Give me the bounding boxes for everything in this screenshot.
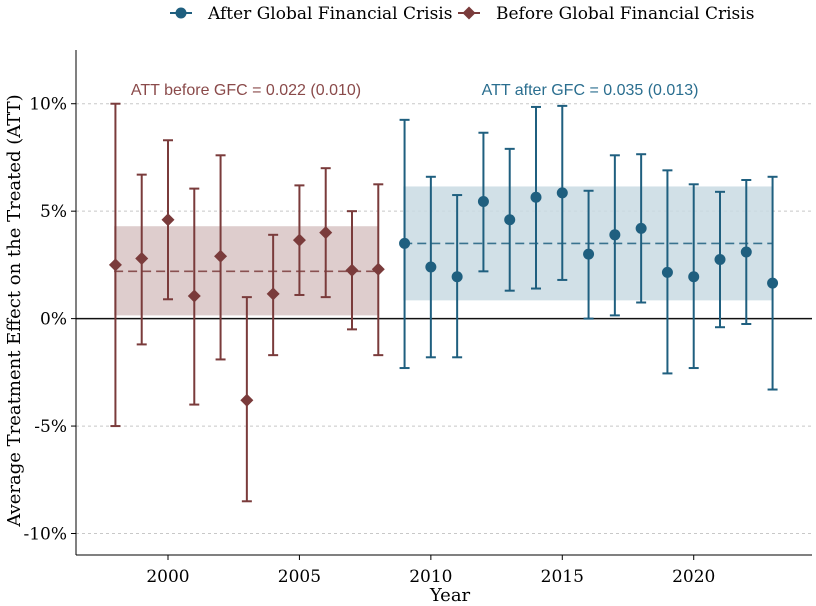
point-marker-diamond — [345, 263, 359, 277]
point-marker-circle — [530, 191, 542, 203]
point-marker-diamond — [319, 226, 333, 240]
point-marker-diamond — [161, 213, 175, 227]
y-tick-label: -10% — [23, 525, 67, 545]
point-marker-diamond — [266, 287, 280, 301]
y-tick-label: 10% — [29, 95, 67, 115]
point-marker-circle — [583, 248, 595, 260]
point-marker-circle — [504, 214, 516, 226]
point-marker-diamond — [187, 289, 201, 303]
y-axis-title: Average Treatment Effect on the Treated … — [4, 94, 25, 527]
point-marker-diamond — [371, 262, 385, 276]
point-marker-diamond — [292, 233, 306, 247]
x-axis-title: Year — [429, 585, 471, 606]
point-marker-circle — [556, 187, 568, 199]
legend: After Global Financial Crisis Before Glob… — [170, 4, 754, 24]
legend-marker-circle — [175, 7, 187, 19]
att-annotation: ATT before GFC = 0.022 (0.010) — [131, 82, 361, 99]
x-tick-label: 2015 — [541, 567, 584, 587]
point-marker-circle — [661, 266, 673, 278]
legend-marker-diamond — [462, 6, 476, 20]
point-marker-circle — [477, 196, 489, 207]
att-annotation: ATT after GFC = 0.035 (0.013) — [482, 82, 699, 99]
point-marker-diamond — [108, 258, 122, 272]
axes: 10% 5% 0% -5% -10% 2000 2005 2010 2015 2020 Year Av… — [4, 50, 812, 606]
x-tick-label: 2005 — [278, 567, 321, 587]
point-marker-circle — [767, 277, 779, 289]
x-tick-label: 2020 — [672, 567, 715, 587]
x-tick-label: 2000 — [146, 567, 189, 587]
point-marker-circle — [740, 246, 752, 258]
point-marker-circle — [451, 271, 463, 283]
point-marker-circle — [399, 237, 411, 249]
point-estimates — [108, 187, 779, 407]
point-marker-circle — [688, 271, 700, 283]
point-marker-circle — [714, 254, 726, 266]
point-marker-circle — [425, 261, 437, 273]
legend-label: After Global Financial Crisis — [207, 4, 452, 24]
y-tick-label: 5% — [40, 202, 67, 222]
point-marker-diamond — [135, 251, 149, 265]
x-tick-label: 2010 — [409, 567, 452, 587]
y-tick-label: 0% — [40, 310, 67, 330]
legend-label: Before Global Financial Crisis — [496, 4, 754, 24]
point-marker-circle — [609, 229, 621, 241]
point-marker-diamond — [240, 393, 254, 407]
annotations: ATT before GFC = 0.022 (0.010) ATT after … — [131, 82, 699, 99]
y-tick-label: -5% — [34, 417, 67, 437]
point-marker-diamond — [214, 249, 228, 263]
point-marker-circle — [635, 222, 647, 234]
